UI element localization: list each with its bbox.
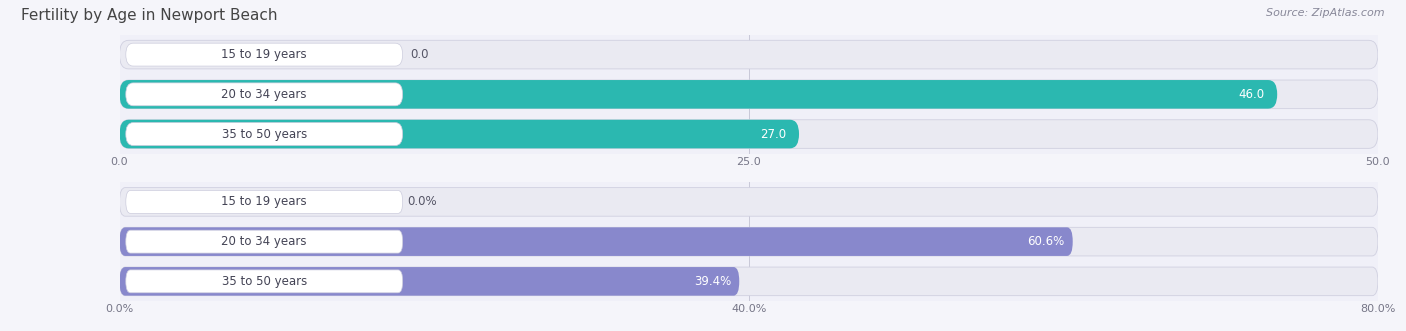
FancyBboxPatch shape [125, 230, 402, 253]
FancyBboxPatch shape [125, 83, 402, 106]
Text: Source: ZipAtlas.com: Source: ZipAtlas.com [1267, 8, 1385, 18]
FancyBboxPatch shape [125, 43, 402, 66]
Text: 20 to 34 years: 20 to 34 years [222, 235, 307, 248]
Text: 20 to 34 years: 20 to 34 years [222, 88, 307, 101]
Text: 0.0: 0.0 [411, 48, 429, 61]
Text: 15 to 19 years: 15 to 19 years [221, 195, 307, 209]
FancyBboxPatch shape [120, 120, 1378, 148]
Text: 35 to 50 years: 35 to 50 years [222, 275, 307, 288]
Text: 35 to 50 years: 35 to 50 years [222, 127, 307, 141]
Text: 39.4%: 39.4% [695, 275, 731, 288]
FancyBboxPatch shape [120, 227, 1378, 256]
Text: 27.0: 27.0 [761, 127, 786, 141]
FancyBboxPatch shape [120, 40, 1378, 69]
FancyBboxPatch shape [120, 227, 1073, 256]
FancyBboxPatch shape [120, 188, 1378, 216]
Text: 0.0%: 0.0% [408, 195, 437, 209]
Text: Fertility by Age in Newport Beach: Fertility by Age in Newport Beach [21, 8, 277, 23]
FancyBboxPatch shape [120, 80, 1378, 109]
FancyBboxPatch shape [125, 270, 402, 293]
Text: 60.6%: 60.6% [1028, 235, 1064, 248]
Text: 46.0: 46.0 [1239, 88, 1264, 101]
FancyBboxPatch shape [120, 267, 1378, 296]
FancyBboxPatch shape [120, 120, 799, 148]
Text: 15 to 19 years: 15 to 19 years [221, 48, 307, 61]
FancyBboxPatch shape [125, 190, 402, 213]
FancyBboxPatch shape [120, 267, 740, 296]
FancyBboxPatch shape [120, 80, 1277, 109]
FancyBboxPatch shape [125, 122, 402, 146]
